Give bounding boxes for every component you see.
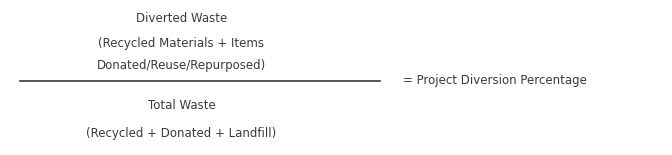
Text: = Project Diversion Percentage: = Project Diversion Percentage	[403, 74, 587, 87]
Text: Diverted Waste: Diverted Waste	[136, 12, 227, 25]
Text: (Recycled Materials + Items: (Recycled Materials + Items	[98, 37, 265, 50]
Text: (Recycled + Donated + Landfill): (Recycled + Donated + Landfill)	[86, 127, 277, 140]
Text: Total Waste: Total Waste	[148, 99, 215, 112]
Text: Donated/Reuse/Repurposed): Donated/Reuse/Repurposed)	[97, 59, 266, 72]
